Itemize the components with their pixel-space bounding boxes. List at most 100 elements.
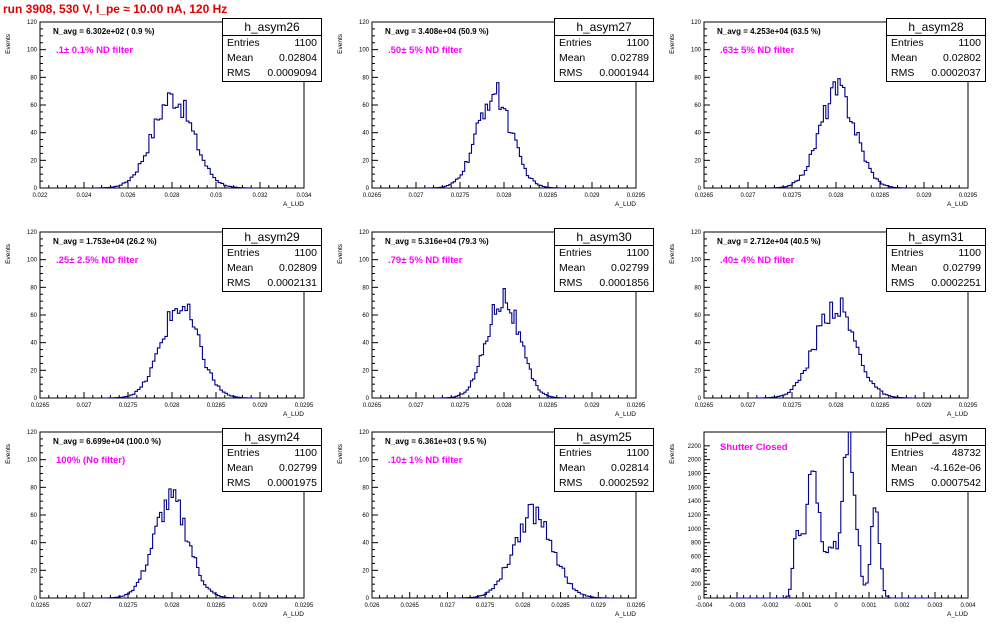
- stats-row-rms: RMS 0.0002131: [223, 276, 321, 291]
- y-tick-label: 800: [691, 541, 702, 547]
- x-tick-label: 0.0265: [401, 603, 420, 609]
- stats-label: Entries: [559, 37, 592, 49]
- y-tick-label: 120: [27, 430, 38, 436]
- y-tick-label: 100: [691, 258, 702, 264]
- stats-row-entries: Entries 1100: [555, 246, 653, 261]
- stats-label: Mean: [891, 52, 918, 64]
- y-tick-label: 0: [698, 186, 702, 192]
- y-axis-label: Events: [669, 33, 676, 54]
- x-tick-label: 0.024: [76, 193, 92, 199]
- y-tick-label: 40: [30, 541, 37, 547]
- stats-row-mean: Mean 0.02789: [555, 51, 653, 66]
- stats-row-entries: Entries 1100: [223, 36, 321, 51]
- y-tick-label: 80: [362, 75, 369, 81]
- y-tick-label: 40: [694, 341, 701, 347]
- stats-box: h_asym31 Entries 1100 Mean 0.02799 RMS 0.00022…: [886, 228, 986, 292]
- histogram-panel-h_asym26: 0 20 40 60 80 100 120 0.022 0.024 0.026 0.028 0.03 0…: [0, 12, 322, 218]
- histogram-name: h_asym31: [887, 229, 985, 246]
- y-tick-label: 20: [694, 368, 701, 374]
- y-tick-label: 0: [698, 396, 702, 402]
- stats-row-entries: Entries 1100: [555, 36, 653, 51]
- stats-value: 0.02799: [943, 262, 981, 274]
- histogram-svg: 0 20 40 60 80 100 120 0.0265 0.027 0.0275 0.028 0.0…: [337, 20, 646, 208]
- histogram-svg: 0 20 40 60 80 100 120 0.022 0.024 0.026 0.028 0.03 0…: [5, 20, 312, 208]
- y-tick-label: 100: [27, 258, 38, 264]
- x-tick-label: 0.028: [164, 193, 180, 199]
- y-tick-label: 80: [362, 485, 369, 491]
- y-tick-label: 1800: [688, 472, 702, 478]
- x-tick-label: 0.0265: [695, 403, 714, 409]
- x-tick-label: 0.0285: [207, 603, 226, 609]
- stats-row-rms: RMS 0.0002592: [555, 476, 653, 491]
- x-tick-label: 0.0265: [363, 193, 382, 199]
- x-axis-label: A_LUD: [615, 611, 636, 618]
- stats-label: Mean: [559, 262, 586, 274]
- histogram-line: [766, 78, 910, 189]
- x-tick-label: 0.028: [164, 603, 180, 609]
- y-tick-label: 20: [362, 568, 369, 574]
- x-tick-label: 0.0275: [476, 603, 495, 609]
- stats-value: 0.02804: [279, 52, 317, 64]
- y-tick-label: 60: [362, 103, 369, 109]
- stats-row-mean: Mean 0.02799: [887, 261, 985, 276]
- histogram-panel-hPed_asym: 0 200 400 600 800 1000 1200 1400 1600 1800 2000 220…: [664, 422, 986, 628]
- stats-box: h_asym30 Entries 1100 Mean 0.02799 RMS 0.00018…: [554, 228, 654, 292]
- stats-row-entries: Entries 1100: [887, 246, 985, 261]
- y-tick-label: 0: [366, 396, 370, 402]
- x-tick-label: 0.0265: [695, 193, 714, 199]
- y-tick-label: 40: [362, 341, 369, 347]
- x-tick-label: 0.029: [584, 403, 600, 409]
- stats-box: h_asym29 Entries 1100 Mean 0.02809 RMS 0.00021…: [222, 228, 322, 292]
- stats-value: 0.0001975: [267, 477, 317, 489]
- y-tick-label: 60: [362, 513, 369, 519]
- x-tick-label: 0.029: [916, 403, 932, 409]
- x-tick-label: 0.029: [584, 193, 600, 199]
- filter-note: .1± 0.1% ND filter: [56, 45, 134, 56]
- y-tick-label: 120: [691, 230, 702, 236]
- y-tick-label: 60: [30, 513, 37, 519]
- stats-label: RMS: [559, 67, 583, 79]
- stats-row-entries: Entries 1100: [223, 246, 321, 261]
- histogram-svg: 0 20 40 60 80 100 120 0.0265 0.027 0.0275 0.028 0.0…: [669, 20, 978, 208]
- x-tick-label: 0.03: [210, 193, 222, 199]
- navg-label: N_avg = 2.712e+04 (40.5 %): [717, 237, 821, 246]
- x-tick-label: 0.029: [252, 403, 268, 409]
- histogram-svg: 0 200 400 600 800 1000 1200 1400 1600 1800 2000 220…: [669, 431, 976, 618]
- y-tick-label: 80: [694, 75, 701, 81]
- x-tick-label: 0.0285: [871, 193, 890, 199]
- histogram-line: [736, 431, 936, 599]
- stats-value: 1100: [626, 247, 649, 259]
- stats-row-entries: Entries 1100: [223, 446, 321, 461]
- stats-value: 0.0001856: [599, 277, 649, 289]
- stats-value: 1100: [958, 37, 981, 49]
- stats-row-mean: Mean -4.162e-06: [887, 461, 985, 476]
- y-tick-label: 80: [30, 285, 37, 291]
- histogram-panel-h_asym27: 0 20 40 60 80 100 120 0.0265 0.027 0.0275 0.028 0.0…: [332, 12, 654, 218]
- y-tick-label: 0: [366, 596, 370, 602]
- histogram-name: h_asym25: [555, 429, 653, 446]
- y-tick-label: 200: [691, 582, 702, 588]
- x-tick-label: 0.0275: [119, 403, 138, 409]
- y-tick-label: 120: [359, 20, 370, 26]
- y-tick-label: 1200: [688, 513, 702, 519]
- x-tick-label: -0.001: [794, 603, 812, 609]
- stats-label: Mean: [227, 462, 254, 474]
- x-tick-label: 0.028: [828, 403, 844, 409]
- stats-value: 1100: [294, 37, 317, 49]
- y-tick-label: 120: [359, 230, 370, 236]
- x-tick-label: 0.0265: [363, 403, 382, 409]
- x-tick-label: 0.003: [927, 603, 943, 609]
- stats-label: Mean: [891, 262, 918, 274]
- filter-note: .50± 5% ND filter: [388, 45, 463, 56]
- x-tick-label: 0.027: [408, 193, 424, 199]
- y-tick-label: 40: [362, 541, 369, 547]
- y-tick-label: 40: [362, 131, 369, 137]
- stats-value: 0.0001944: [599, 67, 649, 79]
- histogram-name: h_asym24: [223, 429, 321, 446]
- stats-row-rms: RMS 0.0001944: [555, 66, 653, 81]
- stats-value: 0.0009094: [267, 67, 317, 79]
- x-axis-label: A_LUD: [947, 411, 968, 418]
- x-tick-label: 0.0295: [627, 193, 646, 199]
- y-tick-label: 80: [30, 485, 37, 491]
- navg-label: N_avg = 3.408e+04 (50.9 %): [385, 27, 489, 36]
